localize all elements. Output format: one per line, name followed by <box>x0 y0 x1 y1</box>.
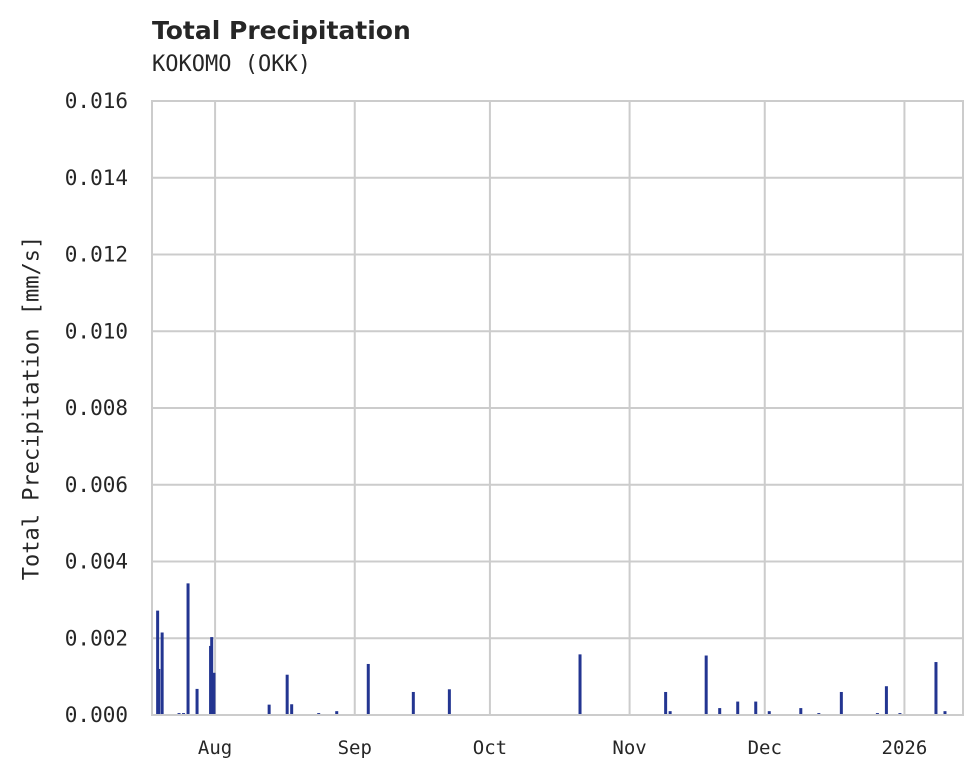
y-tick-label: 0.014 <box>65 166 128 190</box>
chart-title: Total Precipitation <box>152 16 411 45</box>
precip-bar <box>668 711 672 715</box>
precip-bar <box>664 691 668 715</box>
plot-frame <box>151 100 964 716</box>
y-axis-ticks: 0.000 0.002 0.004 0.006 0.008 0.010 0.012 0.014… <box>65 89 128 727</box>
precip-bar <box>934 662 938 715</box>
y-tick-label: 0.016 <box>65 89 128 113</box>
precip-bar <box>704 655 708 715</box>
y-tick-label: 0.006 <box>65 473 128 497</box>
x-axis-ticks: Aug Sep Oct Nov Dec 2026 <box>198 737 927 759</box>
precip-bar <box>212 672 216 715</box>
precip-bar <box>839 691 843 715</box>
gridlines <box>152 100 963 716</box>
precipitation-bars <box>156 583 947 715</box>
y-tick-label: 0.004 <box>65 550 128 574</box>
precip-bar <box>718 708 722 715</box>
precip-bar <box>754 701 758 715</box>
precip-bar <box>943 711 947 715</box>
precip-bar <box>156 610 160 715</box>
precip-bar <box>799 708 803 715</box>
precip-bar <box>884 686 888 715</box>
x-tick-label: Sep <box>338 737 372 759</box>
chart-subtitle: KOKOMO (OKK) <box>152 52 311 77</box>
precip-bar <box>335 711 339 715</box>
precip-bar <box>285 674 289 715</box>
y-tick-label: 0.010 <box>65 319 128 343</box>
y-tick-label: 0.008 <box>65 396 128 420</box>
precip-bar <box>736 701 740 715</box>
y-tick-label: 0.002 <box>65 626 128 650</box>
x-tick-label: Dec <box>748 737 782 759</box>
y-tick-label: 0.000 <box>65 703 128 727</box>
precip-bar <box>210 637 214 715</box>
y-tick-label: 0.012 <box>65 243 128 267</box>
x-tick-label: Aug <box>198 737 232 759</box>
precip-bar <box>578 654 582 715</box>
precip-bar <box>411 691 415 715</box>
precip-bar <box>447 689 451 715</box>
x-tick-label: Oct <box>473 737 507 759</box>
x-tick-label: 2026 <box>882 737 928 759</box>
precip-bar <box>267 704 271 715</box>
precip-bar <box>160 632 164 715</box>
precip-bar <box>157 668 161 715</box>
precip-bar <box>767 711 771 715</box>
precip-bar <box>290 704 294 715</box>
x-tick-label: Nov <box>612 737 646 759</box>
precip-bar <box>366 663 370 715</box>
precip-bar <box>186 583 190 715</box>
precip-bar <box>195 688 199 715</box>
